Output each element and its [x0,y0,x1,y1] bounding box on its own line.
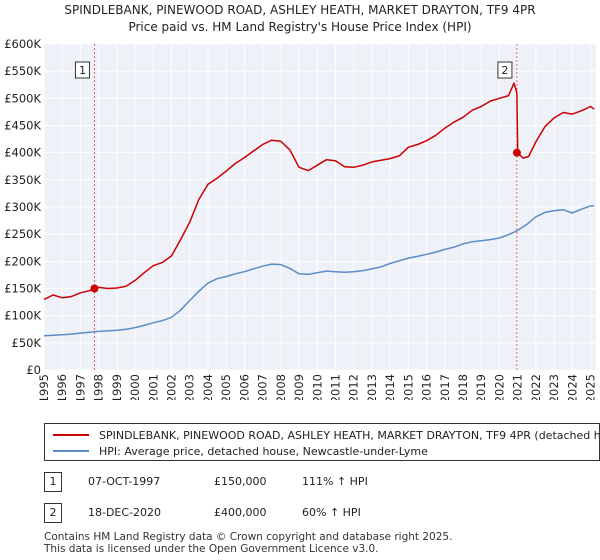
series-group [43,82,595,337]
sale-point [512,148,521,157]
x-axis: 1995 1996 1997 1998 1999 2000 2001 2002 2003 2004… [37,374,598,400]
x-tick-label: 2005 [219,374,233,400]
x-tick-label: 2017 [438,374,452,400]
chart-title: SPINDLEBANK, PINEWOOD ROAD, ASHLEY HEATH… [64,3,536,17]
series-line-property [43,82,595,301]
x-tick-label: 2000 [128,374,142,400]
y-tick-label: £100K [4,309,41,323]
x-tick-label: 2012 [347,374,361,400]
legend-item-hpi: HPI: Average price, detached house, Newc… [53,443,428,459]
x-tick-label: 1999 [110,374,124,400]
y-tick-label: £500K [4,91,41,105]
sale-hpi-change: 60% ↑ HPI [302,506,361,519]
x-tick-label: 2015 [401,374,415,400]
y-tick-label: £550K [4,64,41,78]
annotation-frame [497,61,513,79]
x-tick-label: 2016 [420,374,434,400]
x-tick-label: 2004 [201,374,215,400]
series-line-hpi [43,205,595,337]
annotation-label: 1 [79,64,86,77]
footer-copyright: Contains HM Land Registry data © Crown c… [44,531,453,543]
x-tick-label: 2019 [474,374,488,400]
x-tick-label: 2021 [511,374,525,400]
y-axis: £0 £50K £100K £150K £200K £250K £300K £350K £400… [4,37,41,377]
x-tick-label: 2024 [565,374,579,400]
x-tick-label: 1998 [92,374,106,400]
y-tick-label: £150K [4,282,41,296]
y-tick-label: £400K [4,146,41,160]
y-tick-label: £350K [4,173,41,187]
sale-date: 18-DEC-2020 [88,506,162,519]
legend: SPINDLEBANK, PINEWOOD ROAD, ASHLEY HEATH… [44,423,600,461]
x-tick-label: 2022 [529,374,543,400]
x-tick-label: 1995 [37,374,51,400]
sale-price: £150,000 [214,475,267,488]
y-tick-label: £0 [26,363,41,377]
legend-label-hpi: HPI: Average price, detached house, Newc… [99,444,428,458]
sale-points [90,148,521,293]
x-tick-label: 2006 [237,374,251,400]
x-tick-label: 2007 [256,374,270,400]
x-tick-label: 1997 [73,374,87,400]
chart-subtitle: Price paid vs. HM Land Registry's House … [128,20,472,34]
x-tick-label: 2002 [165,374,179,400]
sale-number-badge: 1 [44,472,62,492]
y-tick-label: £600K [4,37,41,51]
sale-hpi-change: 111% ↑ HPI [302,475,368,488]
y-tick-label: £300K [4,200,41,214]
sale-point [90,284,99,293]
footer-licence: This data is licensed under the Open Gov… [44,543,379,555]
annotation-frame [74,61,90,79]
x-tick-label: 2014 [383,374,397,400]
sale-annotation-box: 1 [74,61,90,79]
legend-swatch-hpi [53,450,89,452]
x-tick-label: 2001 [146,374,160,400]
sale-price: £400,000 [214,506,267,519]
legend-item-property: SPINDLEBANK, PINEWOOD ROAD, ASHLEY HEATH… [53,427,600,443]
x-tick-label: 2018 [456,374,470,400]
annotation-label: 2 [501,64,508,77]
price-chart: £0 £50K £100K £150K £200K £250K £300K £350K £400… [4,37,598,400]
x-tick-label: 2023 [547,374,561,400]
x-tick-label: 2009 [292,374,306,400]
y-tick-label: £450K [4,119,41,133]
y-tick-label: £250K [4,227,41,241]
x-tick-label: 2020 [492,374,506,400]
x-tick-label: 2010 [310,374,324,400]
y-tick-label: £50K [12,336,42,350]
sale-annotation-box: 2 [497,61,513,79]
x-tick-label: 2011 [328,374,342,400]
grid-lines [43,43,596,371]
legend-label-property: SPINDLEBANK, PINEWOOD ROAD, ASHLEY HEATH… [99,428,600,442]
x-tick-label: 1996 [55,374,69,400]
x-tick-label: 2008 [274,374,288,400]
legend-swatch-property [53,434,89,436]
x-tick-label: 2013 [365,374,379,400]
sale-number-badge: 2 [44,503,62,523]
x-tick-label: 2003 [183,374,197,400]
y-tick-label: £200K [4,254,41,268]
sale-date: 07-OCT-1997 [88,475,161,488]
x-tick-label: 2025 [584,374,598,400]
